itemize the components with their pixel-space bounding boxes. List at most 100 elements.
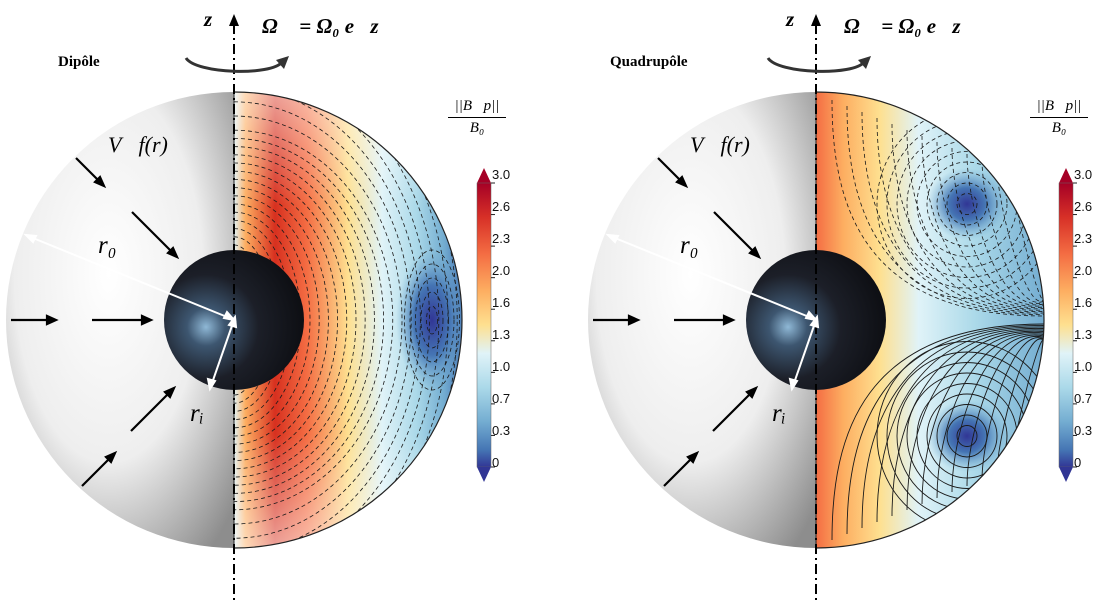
- rotation-arrowhead: [276, 56, 289, 69]
- field-line: [861, 111, 1044, 314]
- radius-arrows: [605, 233, 820, 392]
- field-line: [234, 179, 338, 461]
- field-line: [956, 425, 978, 447]
- field-line: [234, 92, 449, 548]
- colorbar-tick: 0.7: [492, 391, 511, 406]
- field-line: [234, 101, 412, 539]
- rotation-label: Ω⃗ = Ω₀ e⃗z: [262, 14, 379, 38]
- inner-radius-label: rᵢ: [772, 400, 786, 427]
- field-line: [966, 153, 1044, 304]
- field-line: [981, 337, 1044, 481]
- field-line: [891, 329, 1044, 517]
- axis-arrowhead: [229, 14, 239, 26]
- colorbar-title-numerator: ||B⃗p||: [1030, 98, 1088, 118]
- panel-title: Quadrupôle: [610, 54, 688, 70]
- quadrupole-figure: [588, 14, 1077, 603]
- field-line: [234, 195, 320, 445]
- field-line: [234, 138, 384, 502]
- colorbar-tick: 2.6: [1074, 199, 1093, 214]
- outer-radius-label: r₀: [680, 232, 699, 259]
- field-line: [234, 146, 375, 494]
- field-line: [409, 263, 455, 377]
- field-line: [234, 92, 421, 548]
- field-line: [234, 162, 357, 478]
- field-line: [951, 334, 1044, 493]
- colorbar-tick: 2.6: [492, 199, 511, 214]
- flow-arrows: [11, 157, 180, 487]
- radius-arrows: [23, 233, 238, 392]
- colorbar-tick: 1.0: [492, 359, 511, 374]
- field-line: [831, 99, 1044, 317]
- field-line: [936, 404, 998, 468]
- quadrupole-panel: Quadrupôle z Ω⃗ = Ω₀ e⃗z V⃗f(r) r₀ rᵢ ||…: [582, 0, 1103, 603]
- panel-title: Dipôle: [58, 54, 100, 70]
- field-line: [951, 147, 1044, 306]
- colorbar-title: ||B⃗p|| B₀: [1030, 98, 1088, 137]
- field-line: [234, 129, 394, 511]
- rotation-arrow: [766, 56, 866, 73]
- colorbar: [1058, 168, 1077, 482]
- field-line: [936, 333, 1044, 499]
- inner-radius-label: rᵢ: [190, 400, 204, 427]
- rotation-arrow: [184, 56, 284, 73]
- field-line: [831, 323, 1044, 541]
- axis-label: z: [786, 7, 795, 31]
- field-line: [906, 129, 1044, 310]
- colorbar-tick: 1.3: [1074, 327, 1093, 342]
- field-lines: [234, 92, 460, 548]
- colorbar-tick: 0.3: [1074, 423, 1093, 438]
- colorbar-title-denominator: B₀: [1051, 120, 1067, 136]
- colorbar-tick: 0: [492, 455, 500, 470]
- field-line: [234, 92, 440, 548]
- field-line: [921, 135, 1044, 308]
- colorbar-tick: 2.3: [492, 231, 511, 246]
- colorbar-tick: 3.0: [492, 167, 511, 182]
- field-line: [946, 182, 988, 226]
- field-line: [234, 220, 292, 420]
- shell-outline: [815, 91, 1045, 549]
- dipole-panel: Dipôle z Ω⃗ = Ω₀ e⃗z V⃗f(r) r₀ rᵢ ||B⃗p|…: [0, 0, 551, 603]
- field-line: [404, 249, 460, 391]
- axis-label: z: [204, 7, 213, 31]
- colorbar-tick: 1.3: [492, 327, 511, 342]
- shell-outline: [233, 91, 463, 549]
- rotation-arrowhead: [858, 56, 871, 69]
- field-line: [876, 117, 1044, 312]
- colorbar-title: ||B⃗p|| B₀: [448, 98, 506, 137]
- colorbar-tick: 2.3: [1074, 231, 1093, 246]
- colorbar-tick: 1.6: [1074, 295, 1093, 310]
- velocity-label: V⃗f(r): [108, 132, 168, 157]
- velocity-label: V⃗f(r): [690, 132, 750, 157]
- field-line: [906, 330, 1044, 511]
- rotation-label: Ω⃗ = Ω₀ e⃗z: [844, 14, 961, 38]
- field-line: [420, 291, 444, 349]
- colorbar-tick: 0.7: [1074, 391, 1093, 406]
- axis-arrowhead: [811, 14, 821, 26]
- field-line: [234, 154, 366, 486]
- colorbar-tick: 2.0: [492, 263, 511, 278]
- colorbar-title-denominator: B₀: [469, 120, 485, 136]
- field-line: [415, 277, 449, 363]
- dipole-figure: [6, 14, 495, 603]
- field-line: [846, 105, 1044, 315]
- field-line: [234, 170, 348, 470]
- colorbar-tick: 1.6: [492, 295, 511, 310]
- field-line: [846, 325, 1044, 535]
- field-line: [956, 193, 978, 215]
- field-line: [936, 172, 998, 236]
- outer-radius-label: r₀: [98, 232, 117, 259]
- colorbar-tick: 2.0: [1074, 263, 1093, 278]
- colorbar-tick: 1.0: [1074, 359, 1093, 374]
- colorbar-title-numerator: ||B⃗p||: [448, 98, 506, 118]
- colorbar-tick: 3.0: [1074, 167, 1093, 182]
- field-line: [981, 159, 1044, 303]
- colorbar: [476, 168, 495, 482]
- field-line: [921, 332, 1044, 505]
- flow-arrows: [593, 157, 762, 487]
- field-line: [876, 328, 1044, 523]
- colorbar-tick: 0: [1074, 455, 1082, 470]
- colorbar-tick: 0.3: [492, 423, 511, 438]
- field-line: [234, 203, 311, 437]
- field-line: [861, 326, 1044, 529]
- field-line: [966, 335, 1044, 487]
